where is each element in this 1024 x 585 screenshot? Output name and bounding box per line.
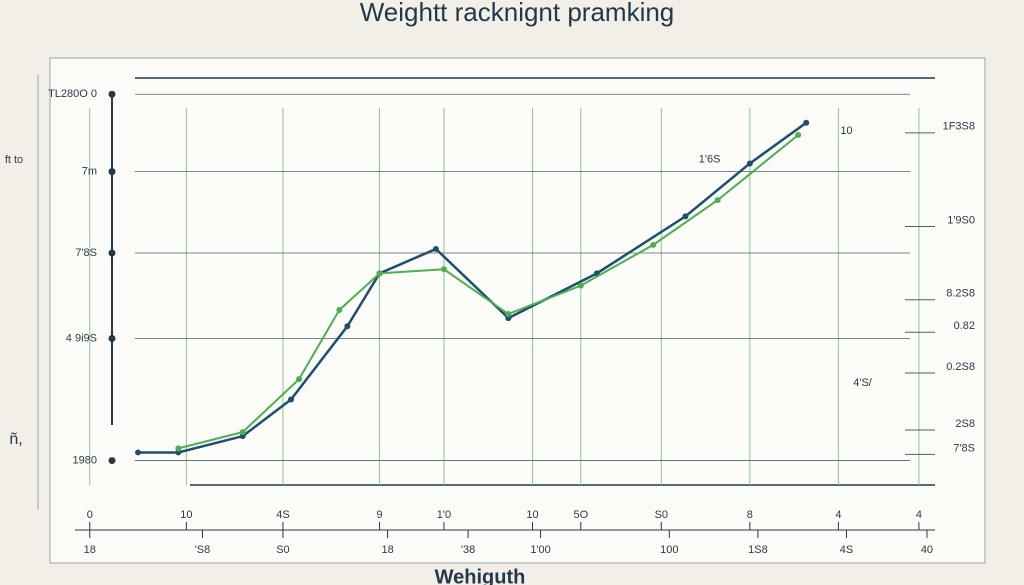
x2-tick-label: '38 bbox=[461, 544, 475, 556]
chart-title: Weightt racknignt pramking bbox=[360, 0, 675, 27]
y-tick-label: 7m bbox=[82, 166, 97, 178]
point bbox=[505, 311, 512, 318]
y-tick bbox=[108, 90, 116, 98]
x2-tick-label: 4S bbox=[840, 544, 853, 556]
x-tick-label: 8 bbox=[747, 509, 753, 521]
x-axis-label: Wehiguth bbox=[435, 566, 526, 585]
y-tick bbox=[108, 249, 116, 257]
point bbox=[296, 376, 303, 383]
point bbox=[714, 197, 721, 204]
x-tick-label: 10 bbox=[526, 509, 538, 521]
x2-tick-label: 18 bbox=[84, 544, 96, 556]
x-tick-label: 10 bbox=[180, 509, 192, 521]
annotation: 10 bbox=[840, 125, 852, 137]
point bbox=[682, 213, 689, 220]
x-tick-label: 4 bbox=[916, 509, 922, 521]
y-tick-label: 7'8S bbox=[75, 247, 97, 259]
annotation: 4'S/ bbox=[853, 377, 873, 389]
point bbox=[803, 119, 810, 126]
x2-tick-label: 100 bbox=[660, 544, 678, 556]
y-tick-label: 1980 bbox=[73, 454, 97, 466]
x-tick-label: 0 bbox=[87, 509, 93, 521]
y-tick bbox=[108, 168, 116, 176]
x-tick-label: 9 bbox=[376, 509, 382, 521]
x-tick-label: 4S bbox=[276, 509, 289, 521]
y2-tick-label: 0.2S8 bbox=[946, 361, 975, 373]
y2-tick-label: 0.82 bbox=[954, 320, 975, 332]
y2-tick-label: 1F3S8 bbox=[943, 121, 975, 133]
point bbox=[440, 266, 447, 273]
x2-tick-label: 'S8 bbox=[195, 544, 211, 556]
point bbox=[336, 306, 343, 313]
point bbox=[376, 270, 383, 277]
point bbox=[239, 429, 246, 436]
x-tick-label: S0 bbox=[655, 509, 668, 521]
x2-tick-label: 1S8 bbox=[748, 544, 768, 556]
y2-tick-label: 1'9S0 bbox=[947, 214, 975, 226]
x-tick-label: 1'0 bbox=[437, 509, 451, 521]
x2-tick-label: 40 bbox=[921, 544, 933, 556]
side-label: ñ, bbox=[9, 431, 22, 448]
annotation: 1'6S bbox=[699, 153, 721, 165]
x-tick-label: 4 bbox=[835, 509, 841, 521]
point bbox=[135, 449, 142, 456]
y-tick-label: TL280O 0 bbox=[48, 88, 97, 100]
y-axis-label: ft to bbox=[5, 154, 23, 166]
point bbox=[175, 445, 182, 452]
y-tick-label: 4 9i9S bbox=[66, 332, 97, 344]
point bbox=[432, 245, 439, 252]
point bbox=[650, 241, 657, 248]
point bbox=[288, 396, 294, 403]
x2-tick-label: 18 bbox=[381, 544, 393, 556]
point bbox=[795, 131, 802, 138]
point bbox=[344, 323, 351, 330]
point bbox=[577, 282, 584, 289]
x2-tick-label: 1'00 bbox=[530, 544, 550, 556]
y2-tick-label: 8.2S8 bbox=[946, 288, 975, 300]
y-tick bbox=[108, 334, 116, 342]
y2-tick-label: 2S8 bbox=[955, 418, 975, 430]
series-line bbox=[138, 121, 807, 454]
x2-tick-label: S0 bbox=[276, 544, 289, 556]
x-tick-label: 5O bbox=[573, 509, 588, 521]
y-tick bbox=[108, 457, 116, 465]
y2-tick-label: 7'8S bbox=[953, 442, 975, 454]
point bbox=[746, 160, 753, 167]
